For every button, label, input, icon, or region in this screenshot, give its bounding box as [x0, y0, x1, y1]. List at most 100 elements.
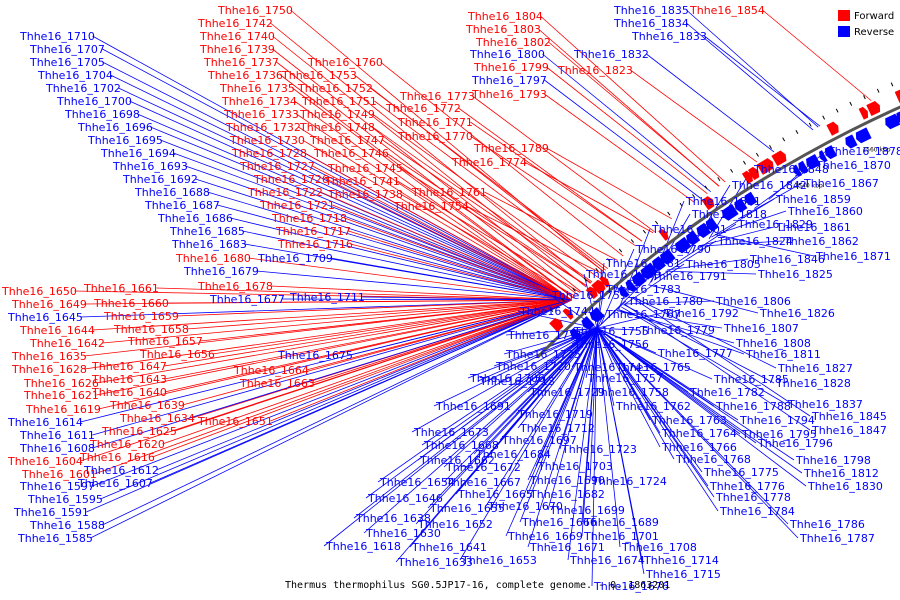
label-connector — [382, 139, 592, 284]
gene-label-inner: Thhe16_1827 — [777, 362, 853, 375]
label-connector — [503, 327, 598, 355]
gene-label-inner: Thhe16_1846 — [749, 253, 825, 266]
gene-label-inner: Thhe16_1795 — [741, 428, 817, 441]
label-connector — [762, 9, 872, 101]
label-connector — [519, 328, 598, 523]
gene-label-outer: Thhe16_1661 — [83, 282, 159, 295]
label-connector — [164, 299, 572, 367]
gene-label-outer: Thhe16_1616 — [79, 451, 155, 464]
label-connector — [92, 299, 572, 331]
gene-label-inner: Thhe16_1871 — [815, 250, 891, 263]
gene-label-inner: Thhe16_1775 — [703, 466, 779, 479]
gene-label-outer: Thhe16_1677 — [209, 293, 285, 306]
gene-label-inner: Thhe16_1769 — [585, 268, 661, 281]
label-connector — [270, 285, 572, 301]
gene-label-outer: Thhe16_1658 — [113, 323, 189, 336]
label-connector — [653, 240, 717, 281]
label-connector — [415, 327, 598, 525]
gene-label-outer: Thhe16_1740 — [199, 30, 275, 43]
label-connector — [280, 74, 575, 299]
reverse-gene-arrow — [798, 160, 809, 174]
gene-label-inner: Thhe16_1781 — [605, 257, 681, 270]
gene-label-inner: Thhe16_1787 — [799, 532, 875, 545]
label-connector — [298, 126, 572, 301]
label-connector — [591, 328, 598, 587]
gene-label-inner: Thhe16_1867 — [803, 177, 879, 190]
label-connector — [162, 299, 572, 445]
reverse-gene-arrow — [824, 145, 837, 160]
label-connector — [704, 35, 821, 127]
gene-label-outer: Thhe16_1588 — [29, 519, 105, 532]
label-connector — [544, 79, 702, 199]
forward-gene-arrow — [741, 170, 753, 184]
gene-label-outer: Thhe16_1823 — [557, 64, 633, 77]
gene-label-outer: Thhe16_1747 — [309, 134, 385, 147]
gene-label-outer: Thhe16_1835 — [613, 4, 689, 17]
gene-label-inner: Thhe16_1652 — [417, 518, 493, 531]
label-connector — [156, 299, 572, 471]
gene-label-inner: Thhe16_1807 — [723, 322, 799, 335]
label-connector — [547, 328, 598, 511]
label-connector — [648, 284, 759, 314]
label-connector — [596, 327, 703, 473]
gene-label-inner: Thhe16_1859 — [775, 193, 851, 206]
label-connector — [344, 217, 572, 301]
minor-tick — [849, 101, 853, 106]
gene-label-outer: Thhe16_1737 — [203, 56, 279, 69]
gene-label-outer: Thhe16_1804 — [467, 10, 543, 23]
gene-label-outer: Thhe16_1761 — [411, 186, 487, 199]
gene-label-outer: Thhe16_1745 — [327, 162, 403, 175]
label-connector — [596, 328, 675, 460]
label-connector — [524, 161, 654, 234]
label-connector — [616, 310, 723, 329]
reverse-gene-arrow — [734, 198, 748, 213]
gene-label-outer: Thhe16_1726 — [253, 173, 329, 186]
forward-gene-arrow — [756, 158, 774, 175]
gene-label-inner: Thhe16_1845 — [811, 410, 887, 423]
reverse-gene-arrow — [696, 222, 712, 238]
label-connector — [596, 300, 627, 329]
label-connector — [370, 87, 608, 270]
gene-label-inner: Thhe16_1671 — [529, 541, 605, 554]
gene-label-inner: Thhe16_1729 — [529, 386, 605, 399]
minor-tick — [607, 258, 611, 262]
gene-label-outer: Thhe16_1773 — [399, 90, 475, 103]
label-connector — [102, 61, 572, 301]
label-connector — [517, 327, 598, 429]
gene-label-outer: Thhe16_1698 — [64, 108, 140, 121]
gene-label-outer: Thhe16_1597 — [19, 480, 95, 493]
gene-label-inner: Thhe16_1720 — [495, 360, 571, 373]
label-connector — [485, 328, 598, 507]
label-connector — [160, 139, 572, 301]
gene-label-inner: Thhe16_1759 — [551, 289, 627, 302]
label-connector — [596, 328, 661, 448]
gene-label-outer: Thhe16_1802 — [475, 36, 551, 49]
label-connector — [217, 204, 572, 301]
label-connector — [665, 270, 757, 275]
reverse-gene-arrow — [721, 203, 739, 221]
gene-label-outer: Thhe16_1657 — [127, 335, 203, 348]
label-connector — [185, 165, 572, 301]
genome-backbone — [536, 105, 900, 359]
minor-tick — [630, 239, 635, 243]
gene-label-outer: Thhe16_1704 — [37, 69, 113, 82]
gene-label-outer: Thhe16_1611 — [19, 429, 95, 442]
label-connector — [320, 191, 572, 301]
forward-gene-arrow — [549, 317, 564, 333]
gene-label-inner: Thhe16_1684 — [475, 448, 551, 461]
gene-label-inner: Thhe16_1847 — [811, 424, 887, 437]
gene-label-inner: Thhe16_1743 — [573, 361, 649, 374]
gene-label-inner: Thhe16_1697 — [501, 434, 577, 447]
label-connector — [505, 327, 598, 336]
gene-label-inner: Thhe16_1792 — [663, 307, 739, 320]
minor-tick — [769, 145, 772, 150]
gene-label-inner: Thhe16_1860 — [787, 205, 863, 218]
gene-label-outer: Thhe16_1649 — [11, 298, 87, 311]
gene-label-outer: Thhe16_1642 — [29, 337, 105, 350]
minor-tick — [618, 248, 623, 253]
gene-label-inner: Thhe16_1638 — [355, 512, 431, 525]
gene-label-outer: Thhe16_1626 — [23, 377, 99, 390]
minor-tick — [795, 129, 799, 134]
gene-label-outer: Thhe16_1833 — [631, 30, 707, 43]
genome-caption: Thermus thermophilus SG0.5JP17-16, compl… — [285, 580, 670, 591]
